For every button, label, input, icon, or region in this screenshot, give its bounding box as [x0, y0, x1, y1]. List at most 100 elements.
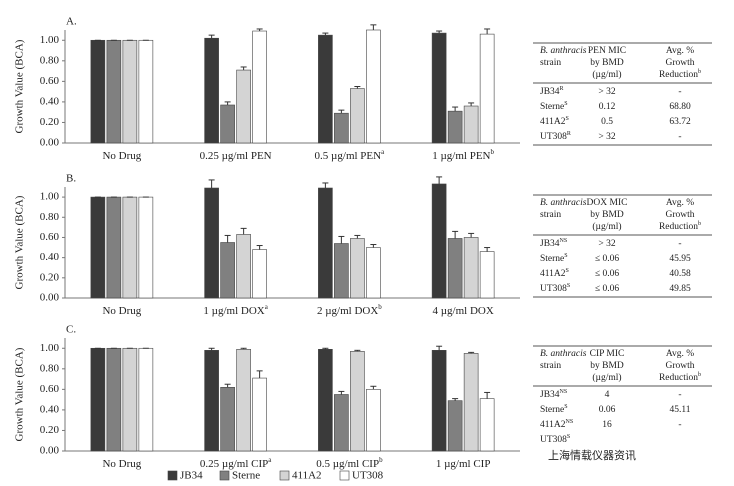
category: 0.25 µg/ml PEN: [200, 150, 272, 162]
table: B. anthracis strain PEN MIC by BMD(µg/ml) Av…: [533, 42, 712, 146]
error-bar: [468, 232, 475, 238]
error-bar: [208, 179, 215, 189]
table-cell: -: [678, 132, 681, 142]
strain: JB34NS: [540, 238, 567, 249]
bar: [138, 347, 154, 452]
x-tick-label: No Drug: [102, 150, 141, 162]
bar: [236, 234, 251, 299]
error-bar: [338, 235, 345, 244]
error-bar: [484, 391, 491, 399]
header-text: Avg. %: [666, 198, 694, 208]
table-header: DOX MIC: [587, 198, 628, 208]
error-bar: [468, 351, 475, 354]
panel-label: A.: [66, 16, 77, 28]
bar: [479, 33, 495, 144]
category: No Drug: [102, 305, 141, 317]
error-bar: [208, 34, 215, 39]
bar: [334, 394, 349, 452]
error-bar: [322, 32, 329, 36]
table-cell: 40.58: [669, 269, 691, 279]
error-bar: [370, 385, 377, 390]
header-text: strain: [540, 361, 561, 371]
x-tick-label: 1 µg/ml CIP: [436, 458, 491, 470]
table-cell: > 32: [598, 239, 615, 249]
y-tick-label: 0.00: [40, 445, 60, 457]
strain: UT308S: [540, 434, 570, 445]
error-bar: [452, 106, 459, 112]
strain-name: 411A2: [540, 420, 566, 430]
bar: [122, 196, 138, 299]
category: 0.5 µg/ml PEN: [315, 150, 382, 162]
header-sup: b: [698, 372, 701, 378]
error-bar: [436, 176, 443, 184]
bar: [204, 350, 219, 452]
bar: [431, 183, 447, 299]
x-tick-label: 4 µg/ml DOX: [432, 305, 493, 317]
bar: [431, 32, 447, 144]
bar: [106, 347, 122, 452]
header-text: Reduction: [659, 70, 698, 80]
y-tick-label: 0.60: [40, 75, 60, 87]
bar: [122, 39, 138, 144]
legend-label: 411A2: [292, 470, 322, 482]
bar: [318, 34, 333, 144]
header-text: Avg. %: [666, 349, 694, 359]
category-note: a: [265, 303, 269, 311]
strain: 411A2S: [540, 116, 569, 127]
table-cell: 45.11: [669, 405, 690, 415]
y-axis-label: Growth Value (BCA): [14, 347, 26, 441]
table-cell: ≤ 0.06: [595, 254, 619, 264]
y-tick-label: 0.40: [40, 403, 60, 415]
legend-label: Sterne: [232, 470, 260, 482]
bar: [447, 238, 463, 299]
bar: [204, 37, 219, 144]
strain-sup: S: [564, 404, 567, 410]
bar: [431, 350, 447, 452]
category: No Drug: [102, 150, 141, 162]
bar: [334, 112, 349, 144]
table-header: strain: [540, 58, 561, 68]
bar: [90, 347, 106, 452]
error-bar: [224, 383, 231, 388]
bar: [350, 351, 365, 452]
error-bar: [240, 347, 247, 350]
strain-sup: S: [564, 253, 567, 259]
category-note: b: [379, 456, 383, 464]
strain-name: 411A2: [540, 269, 566, 279]
error-bar: [208, 347, 215, 351]
table-header: Growth: [665, 210, 694, 220]
strain-sup: R: [567, 131, 571, 137]
header-text: Reduction: [659, 373, 698, 383]
bar: [350, 88, 365, 144]
bar: [252, 377, 267, 452]
y-tick-label: 1.00: [40, 191, 60, 203]
error-bar: [240, 66, 247, 71]
strain-name: JB34: [540, 390, 560, 400]
error-bar: [322, 182, 329, 189]
bar: [463, 353, 479, 452]
x-tick-label: 0.5 µg/ml CIPb: [316, 456, 383, 470]
strain-sup: NS: [566, 419, 574, 425]
table-header: PEN MIC: [588, 46, 626, 56]
table-cell: 63.72: [669, 117, 691, 127]
table-header: Reductionb: [659, 221, 701, 232]
bar: [447, 110, 463, 144]
strain-sup: NS: [560, 389, 568, 395]
table-cell: ≤ 0.06: [595, 284, 619, 294]
header-text: strain: [540, 58, 561, 68]
y-tick-label: 0.00: [40, 137, 60, 149]
error-bar: [354, 349, 361, 352]
legend-swatch: [167, 470, 178, 481]
bar: [479, 251, 495, 299]
header-text: CIP MIC: [590, 349, 625, 359]
header-text: (µg/ml): [592, 69, 621, 80]
bar: [334, 243, 349, 299]
header-sup: b: [698, 221, 701, 227]
error-bar: [256, 370, 263, 379]
table-header: by BMD: [590, 361, 624, 371]
table-header: (µg/ml): [592, 69, 621, 80]
table-header: (µg/ml): [592, 221, 621, 232]
x-tick-label: 1 µg/ml PENb: [432, 148, 494, 162]
y-tick-label: 0.60: [40, 383, 60, 395]
strain: JB34NS: [540, 389, 567, 400]
